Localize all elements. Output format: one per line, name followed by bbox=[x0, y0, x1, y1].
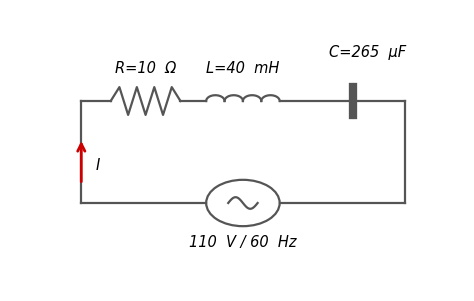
Text: L=40  mH: L=40 mH bbox=[206, 61, 280, 76]
Text: I: I bbox=[96, 158, 100, 173]
Text: 110  V / 60  Hz: 110 V / 60 Hz bbox=[189, 235, 297, 250]
Text: C=265  μF: C=265 μF bbox=[329, 45, 406, 60]
Text: R=10  Ω: R=10 Ω bbox=[115, 61, 176, 76]
